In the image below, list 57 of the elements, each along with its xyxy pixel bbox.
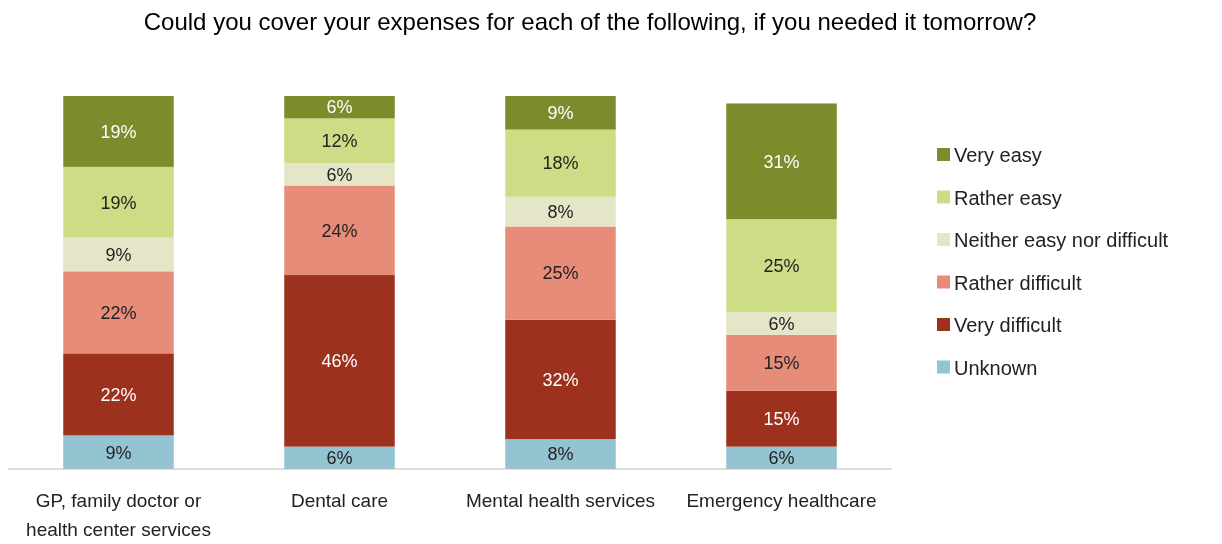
bar bbox=[726, 334, 837, 391]
data-label: 8% bbox=[547, 444, 574, 465]
bar bbox=[284, 96, 395, 119]
bar bbox=[726, 390, 837, 447]
data-label: 24% bbox=[321, 220, 358, 241]
legend-label: Rather easy bbox=[954, 186, 1062, 209]
data-label: 12% bbox=[321, 131, 358, 152]
data-label: 22% bbox=[100, 302, 137, 323]
data-label: 25% bbox=[542, 263, 579, 284]
bar bbox=[505, 439, 616, 469]
data-label: 15% bbox=[763, 408, 800, 429]
legend-label: Rather difficult bbox=[954, 271, 1082, 294]
x-tick-label: GP, family doctor or health center services bbox=[26, 490, 211, 540]
legend-label: Very easy bbox=[954, 144, 1042, 166]
x-tick-label: Mental health services bbox=[465, 490, 656, 511]
data-label: 8% bbox=[547, 201, 574, 222]
x-tick-label: Dental care bbox=[290, 490, 389, 511]
bar bbox=[63, 96, 174, 167]
bar bbox=[63, 353, 174, 436]
legend-label: Very difficult bbox=[954, 314, 1062, 336]
data-label: 25% bbox=[763, 256, 800, 277]
bar bbox=[726, 103, 837, 220]
data-label: 6% bbox=[768, 448, 795, 469]
bar bbox=[284, 118, 395, 164]
bar bbox=[505, 196, 616, 227]
bar bbox=[726, 219, 837, 313]
bar bbox=[505, 319, 616, 440]
data-label: 6% bbox=[326, 448, 353, 469]
bar bbox=[63, 271, 174, 354]
bar bbox=[63, 166, 174, 238]
data-label: 46% bbox=[321, 351, 358, 372]
bar bbox=[505, 129, 616, 197]
data-label: 19% bbox=[100, 121, 137, 142]
data-label: 22% bbox=[100, 384, 137, 405]
chart-title: Could you cover your expenses for each of the following, if you needed it tomorrow? bbox=[143, 8, 1037, 35]
legend-label: Unknown bbox=[954, 356, 1038, 379]
bar bbox=[63, 435, 174, 469]
data-label: 9% bbox=[105, 442, 132, 463]
data-label: 15% bbox=[763, 352, 800, 373]
data-label: 32% bbox=[542, 369, 579, 390]
data-label: 18% bbox=[542, 153, 579, 174]
data-label: 9% bbox=[547, 103, 574, 124]
legend-label: Neither easy nor difficult bbox=[954, 229, 1169, 251]
data-label: 6% bbox=[768, 313, 795, 334]
bar bbox=[63, 237, 174, 272]
data-label: 31% bbox=[763, 151, 800, 172]
data-label: 19% bbox=[100, 192, 137, 213]
bar bbox=[284, 275, 395, 447]
data-label: 9% bbox=[105, 244, 132, 265]
data-label: 6% bbox=[326, 164, 353, 185]
bar bbox=[505, 96, 616, 130]
bar bbox=[284, 185, 395, 276]
bar bbox=[726, 312, 837, 335]
x-tick-label: Emergency healthcare bbox=[686, 490, 877, 511]
bar bbox=[284, 163, 395, 186]
data-label: 6% bbox=[326, 97, 353, 118]
bar bbox=[505, 226, 616, 320]
